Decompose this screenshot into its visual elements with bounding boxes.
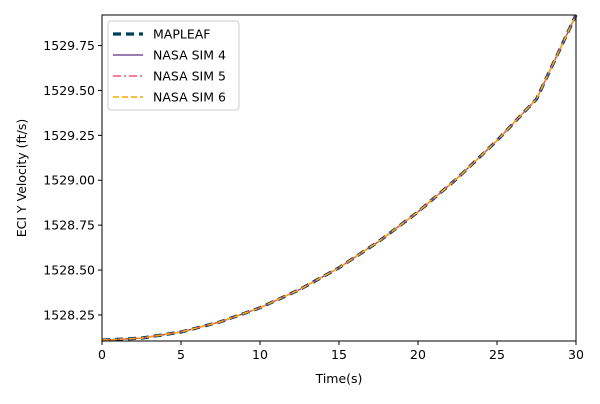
x-tick-label: 5 <box>177 347 185 362</box>
y-tick-label: 1528.25 <box>43 307 95 322</box>
x-axis-label: Time(s) <box>315 371 363 386</box>
legend-label: NASA SIM 5 <box>153 69 226 84</box>
y-tick-label: 1529.25 <box>43 128 95 143</box>
x-tick-label: 15 <box>331 347 347 362</box>
x-tick-label: 10 <box>252 347 268 362</box>
series-line-nasa-sim-6 <box>101 14 577 341</box>
y-axis: 1528.25 1528.50 1528.75 1529.00 1529.25 1529.… <box>43 38 102 322</box>
y-tick-label: 1529.00 <box>43 173 95 188</box>
y-tick-label: 1528.75 <box>43 218 95 233</box>
legend-label: MAPLEAF <box>153 27 210 42</box>
y-tick-label: 1529.75 <box>43 38 95 53</box>
x-tick-label: 0 <box>98 347 106 362</box>
legend-label: NASA SIM 6 <box>153 90 226 105</box>
x-tick-label: 25 <box>489 347 505 362</box>
legend-label: NASA SIM 4 <box>153 48 226 63</box>
x-tick-label: 20 <box>410 347 426 362</box>
y-axis-label: ECI Y Velocity (ft/s) <box>14 119 29 237</box>
legend-box <box>107 20 240 111</box>
x-tick-label: 30 <box>568 347 584 362</box>
series-layer <box>101 14 578 342</box>
x-axis: 0 5 10 15 20 25 30 <box>98 341 584 362</box>
y-tick-label: 1529.50 <box>43 83 95 98</box>
y-tick-label: 1528.50 <box>43 263 95 278</box>
legend: MAPLEAF NASA SIM 4 NASA SIM 5 NASA SIM 6 <box>107 20 240 111</box>
